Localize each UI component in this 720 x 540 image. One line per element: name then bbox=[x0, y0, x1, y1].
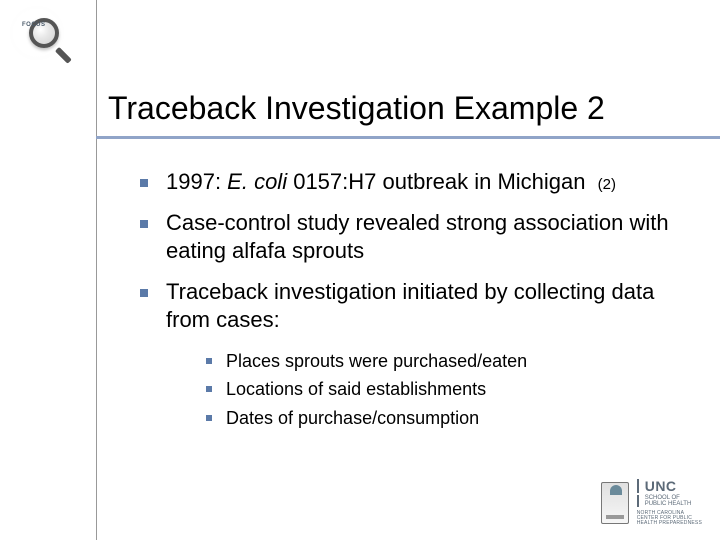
unc-line2: NORTH CAROLINA CENTER FOR PUBLIC HEALTH … bbox=[637, 511, 702, 526]
slide-title: Traceback Investigation Example 2 bbox=[108, 90, 698, 127]
title-underline bbox=[96, 136, 720, 139]
bullet-1-italic: E. coli bbox=[227, 169, 287, 194]
unc-logo: UNC SCHOOL OF PUBLIC HEALTH NORTH CAROLI… bbox=[601, 479, 702, 526]
bullet-3-text: Traceback investigation initiated by col… bbox=[166, 279, 654, 333]
bullet-2: Case-control study revealed strong assoc… bbox=[136, 209, 692, 266]
bullet-1-rest: 0157:H7 outbreak in Michigan bbox=[287, 169, 585, 194]
vertical-rule bbox=[96, 0, 97, 540]
unc-org: UNC bbox=[637, 479, 702, 493]
slide-body: 1997: E. coli 0157:H7 outbreak in Michig… bbox=[136, 168, 692, 442]
bullet-2-text: Case-control study revealed strong assoc… bbox=[166, 210, 669, 264]
focus-logo: FOCUS bbox=[18, 14, 86, 68]
bullet-3: Traceback investigation initiated by col… bbox=[136, 278, 692, 430]
bullet-1-prefix: 1997: bbox=[166, 169, 227, 194]
slide: FOCUS Traceback Investigation Example 2 … bbox=[0, 0, 720, 540]
focus-logo-label: FOCUS bbox=[22, 22, 46, 28]
bullet-1: 1997: E. coli 0157:H7 outbreak in Michig… bbox=[136, 168, 692, 197]
subbullet-3: Dates of purchase/consumption bbox=[202, 406, 692, 430]
subbullet-2: Locations of said establishments bbox=[202, 377, 692, 401]
old-well-icon bbox=[601, 482, 629, 524]
unc-sub: SCHOOL OF PUBLIC HEALTH bbox=[637, 495, 702, 507]
subbullet-1: Places sprouts were purchased/eaten bbox=[202, 349, 692, 373]
bullet-1-ref: (2) bbox=[592, 176, 616, 193]
unc-logo-text: UNC SCHOOL OF PUBLIC HEALTH NORTH CAROLI… bbox=[637, 479, 702, 526]
